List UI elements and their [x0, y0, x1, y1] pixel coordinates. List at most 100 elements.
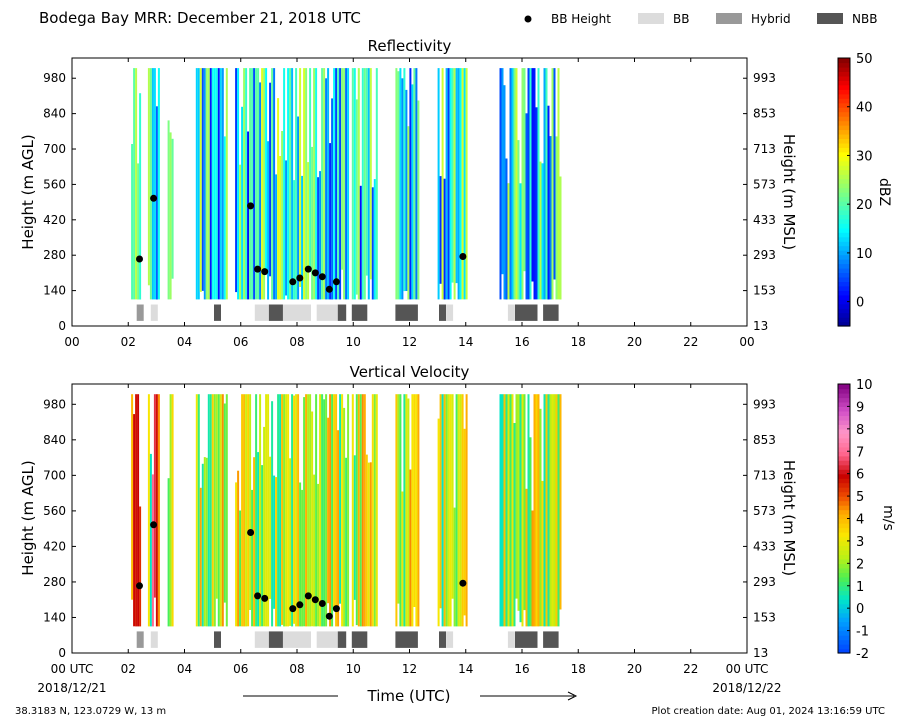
echo-column: [211, 394, 214, 627]
echo-column: [137, 163, 140, 300]
echo-column: [171, 394, 174, 627]
colorbar-tick-label: 6: [856, 468, 864, 483]
echo-column: [373, 179, 376, 300]
colorbar-segment: [838, 80, 850, 86]
y-tick-label-left: 980: [43, 397, 66, 411]
colorbar-segment: [838, 321, 850, 327]
y-tick-label-right: 293: [753, 248, 776, 262]
colorbar-tick-label: 30: [856, 149, 873, 164]
colorbar-segment: [838, 133, 850, 139]
echo-column: [447, 68, 450, 300]
echo-column: [257, 68, 260, 300]
bb-type-block-nbb: [543, 304, 559, 321]
colorbar-segment: [838, 178, 850, 184]
echo-column: [353, 455, 356, 600]
colorbar-segment: [838, 500, 850, 506]
colorbar-segment: [838, 478, 850, 484]
echo-column: [365, 68, 368, 276]
colorbar-segment: [838, 98, 850, 104]
echo-column: [293, 395, 296, 624]
colorbar-tick-label: 10: [856, 247, 873, 262]
colorbar-segment: [838, 469, 850, 475]
colorbar-frame: [837, 57, 851, 327]
bb-height-point: [318, 600, 326, 607]
echo-column: [557, 68, 560, 300]
echo-column: [535, 394, 538, 627]
echo-column: [543, 394, 546, 627]
bb-height-point: [254, 265, 262, 273]
colorbar-segment: [838, 393, 850, 399]
echo-column: [157, 68, 160, 300]
echo-column: [149, 453, 152, 627]
echo-column: [239, 510, 242, 627]
legend-nbb-swatch: [817, 13, 843, 24]
colorbar-segment: [838, 532, 850, 538]
echo-column: [223, 136, 226, 300]
echo-column: [151, 474, 154, 627]
echo-column: [235, 68, 238, 293]
echo-column: [211, 68, 214, 300]
echo-column: [243, 394, 246, 627]
echo-column: [521, 394, 524, 627]
echo-column: [221, 394, 224, 627]
echo-column: [135, 394, 138, 627]
echo-column: [443, 178, 446, 300]
colorbar-segment: [838, 621, 850, 627]
echo-column: [197, 394, 200, 627]
echo-column: [553, 68, 556, 280]
echo-column: [369, 462, 372, 627]
bb-height-point: [136, 255, 143, 263]
colorbar-tick-label: 1: [856, 580, 864, 595]
echo-column: [559, 176, 562, 300]
y-tick-label-left: 140: [43, 610, 66, 624]
echo-column: [223, 403, 226, 603]
colorbar-segment: [838, 93, 850, 99]
x-tick-label: 02: [121, 662, 136, 676]
bb-type-block-bb: [282, 631, 311, 648]
echo-column: [559, 394, 562, 610]
reflectivity-title: Reflectivity: [368, 37, 452, 55]
echo-column: [361, 394, 364, 627]
bb-height-point: [150, 521, 158, 529]
echo-column: [151, 68, 154, 300]
echo-column: [215, 68, 218, 300]
echo-column: [277, 98, 280, 300]
echo-column: [281, 394, 284, 625]
echo-column: [455, 394, 458, 627]
echo-column: [525, 113, 528, 300]
echo-column: [437, 418, 440, 627]
colorbar-segment: [838, 540, 850, 546]
colorbar-segment: [838, 138, 850, 144]
bb-height-point: [459, 253, 467, 260]
echo-column: [351, 68, 354, 300]
echo-column: [339, 68, 342, 300]
x-tick-label: 00: [739, 335, 754, 349]
x-tick-label: 06: [233, 662, 248, 676]
echo-segment: [395, 394, 420, 627]
echo-column: [463, 428, 466, 616]
echo-column: [251, 68, 254, 300]
colorbar-tick-label: 40: [856, 101, 873, 116]
echo-column: [445, 68, 448, 300]
legend-bb-height-marker: [524, 15, 532, 23]
colorbar-segment: [838, 169, 850, 175]
echo-column: [325, 394, 328, 627]
echo-column: [547, 105, 550, 300]
x-axis-arrow-head: [567, 691, 578, 701]
echo-column: [375, 394, 378, 627]
echo-column: [317, 177, 320, 300]
x-tick-label: 14: [458, 662, 473, 676]
colorbar-segment: [838, 223, 850, 229]
colorbar-segment: [838, 218, 850, 224]
x-tick-label: 18: [571, 662, 586, 676]
echo-column: [399, 394, 402, 627]
echo-column: [249, 68, 252, 300]
echo-column: [325, 78, 328, 300]
echo-column: [405, 89, 408, 292]
echo-column: [307, 162, 310, 300]
reflectivity-panel: Reflectivity Height (m AGL) Height (m MS…: [19, 37, 892, 349]
echo-column: [539, 161, 542, 300]
colorbar-segment: [838, 312, 850, 318]
y-tick-label-right: 153: [753, 610, 776, 624]
colorbar-segment: [838, 442, 850, 448]
